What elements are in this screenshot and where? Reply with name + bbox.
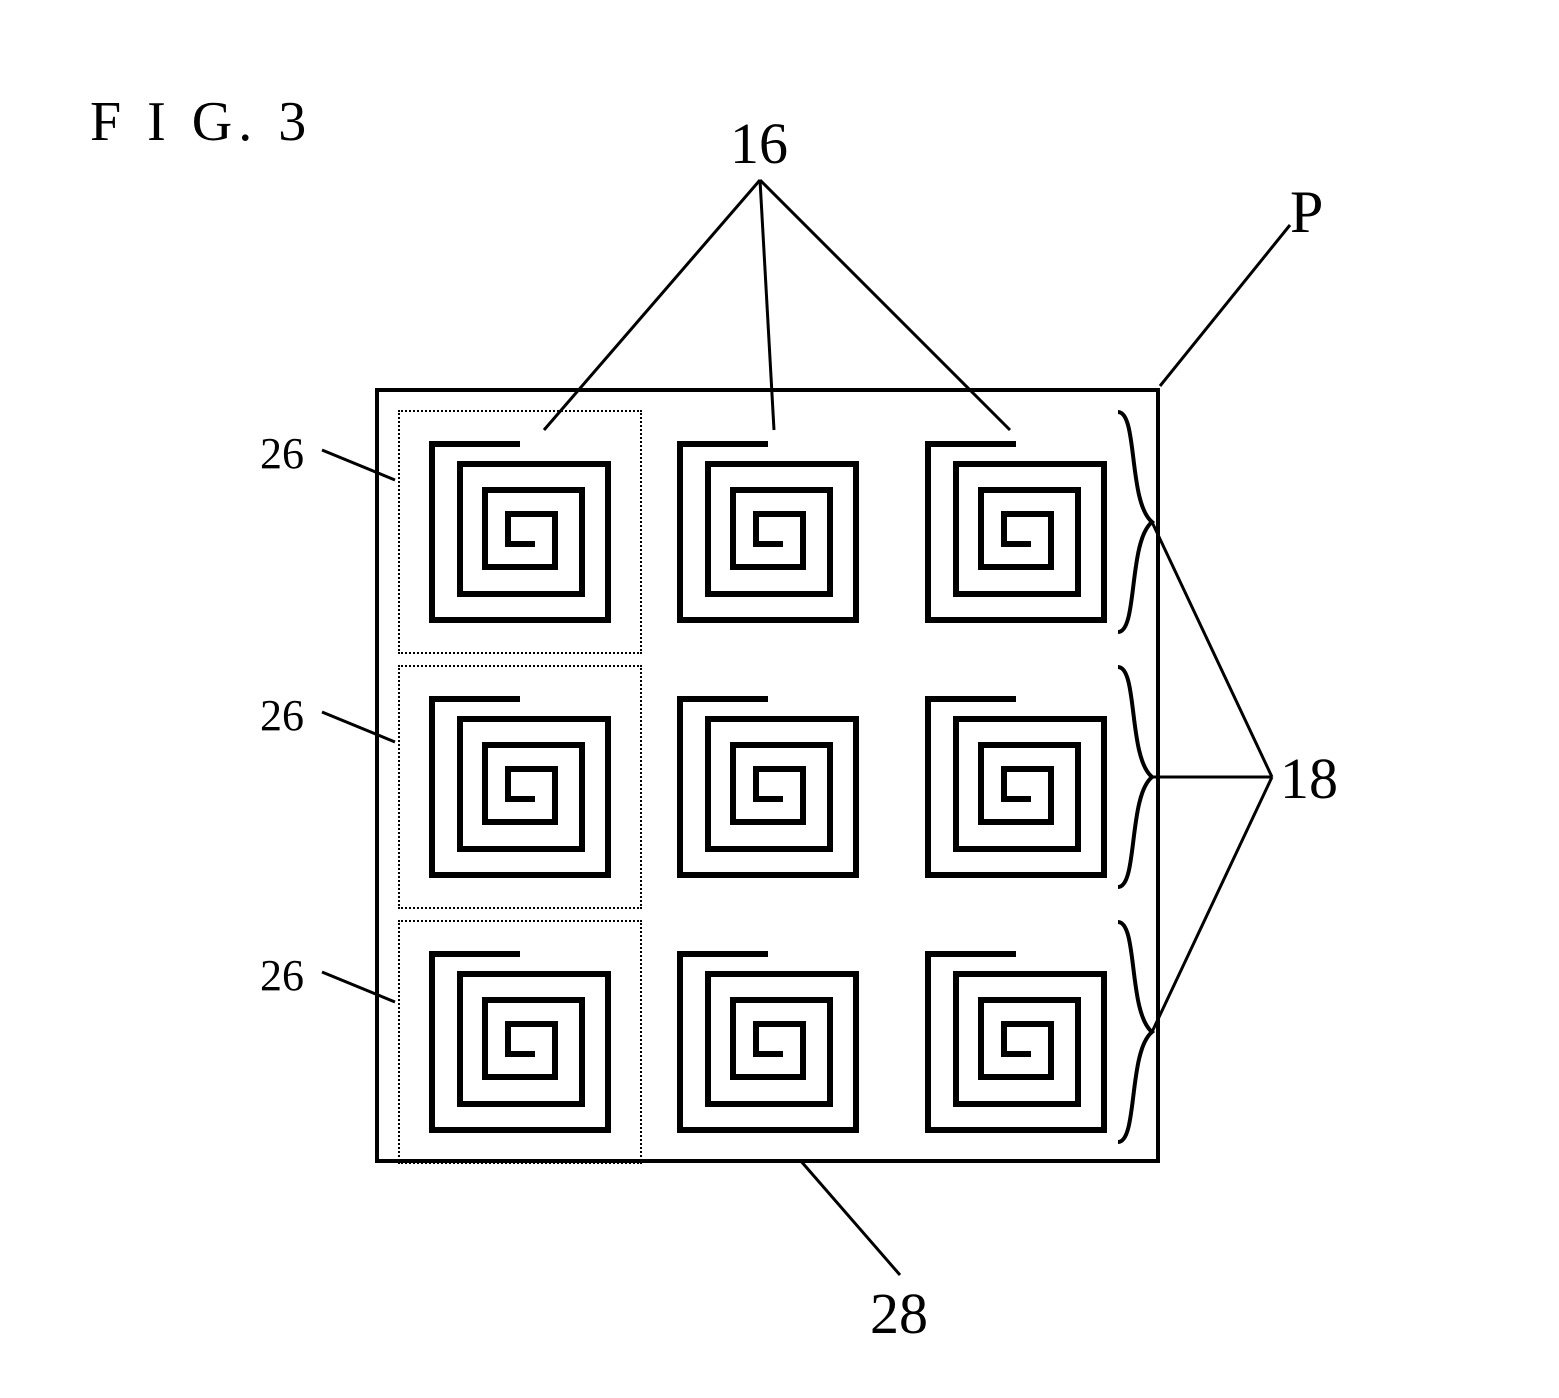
spiral-2-1: [668, 942, 868, 1142]
label-28: 28: [870, 1280, 928, 1347]
spiral-0-1: [668, 432, 868, 632]
label-26-2: 26: [260, 690, 304, 741]
label-p: P: [1290, 178, 1323, 247]
spiral-2-2: [916, 942, 1116, 1142]
spiral-1-1: [668, 687, 868, 887]
spiral-0-2: [916, 432, 1116, 632]
spiral-2-0: [420, 942, 620, 1142]
label-18: 18: [1280, 745, 1338, 812]
spiral-0-0: [420, 432, 620, 632]
label-26-3: 26: [260, 950, 304, 1001]
spiral-1-2: [916, 687, 1116, 887]
figure-title: F I G. 3: [90, 90, 312, 154]
diagram-canvas: F I G. 3 16 P 18 26 26 26 28: [0, 0, 1559, 1398]
label-16: 16: [730, 110, 788, 177]
spiral-1-0: [420, 687, 620, 887]
label-26-1: 26: [260, 428, 304, 479]
